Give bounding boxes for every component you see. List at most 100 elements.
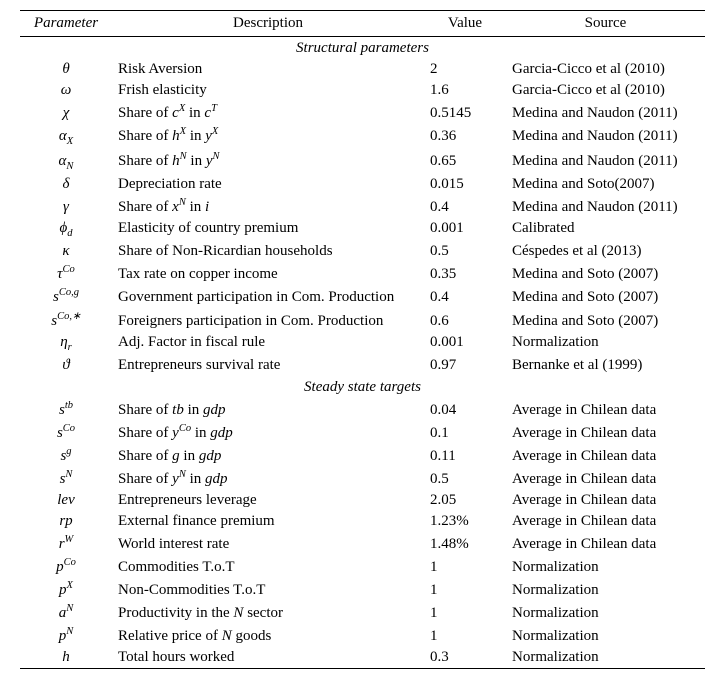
cell-desc: Tax rate on copper income <box>112 262 424 285</box>
cell-source: Normalization <box>506 601 705 624</box>
cell-value: 0.04 <box>424 398 506 421</box>
cell-value: 0.97 <box>424 355 506 376</box>
cell-value: 0.65 <box>424 149 506 174</box>
cell-param: δ <box>20 174 112 195</box>
cell-source: Normalization <box>506 624 705 647</box>
cell-source: Average in Chilean data <box>506 467 705 490</box>
cell-param: αN <box>20 149 112 174</box>
cell-param: aN <box>20 601 112 624</box>
cell-param: pX <box>20 578 112 601</box>
cell-source: Medina and Naudon (2011) <box>506 195 705 218</box>
cell-param: sCo <box>20 421 112 444</box>
cell-param: sg <box>20 444 112 467</box>
cell-desc: Share of Non-Ricardian households <box>112 241 424 262</box>
table-row: τCoTax rate on copper income0.35Medina a… <box>20 262 705 285</box>
cell-source: Céspedes et al (2013) <box>506 241 705 262</box>
cell-param: ϕd <box>20 218 112 241</box>
cell-param: ω <box>20 80 112 101</box>
cell-value: 2 <box>424 59 506 80</box>
table-row: ηrAdj. Factor in fiscal rule0.001Normali… <box>20 332 705 355</box>
table-row: sCo,∗Foreigners participation in Com. Pr… <box>20 308 705 332</box>
cell-desc: Adj. Factor in fiscal rule <box>112 332 424 355</box>
cell-source: Garcia-Cicco et al (2010) <box>506 59 705 80</box>
cell-source: Medina and Naudon (2011) <box>506 124 705 149</box>
cell-source: Average in Chilean data <box>506 421 705 444</box>
cell-desc: Frish elasticity <box>112 80 424 101</box>
cell-value: 0.5145 <box>424 101 506 124</box>
cell-source: Garcia-Cicco et al (2010) <box>506 80 705 101</box>
cell-value: 0.35 <box>424 262 506 285</box>
cell-desc: Entrepreneurs leverage <box>112 490 424 511</box>
cell-desc: Non-Commodities T.o.T <box>112 578 424 601</box>
cell-value: 0.6 <box>424 308 506 332</box>
table-row: pXNon-Commodities T.o.T1Normalization <box>20 578 705 601</box>
cell-param: αX <box>20 124 112 149</box>
table-row: rpExternal finance premium1.23%Average i… <box>20 511 705 532</box>
table-row: κShare of Non-Ricardian households0.5Cés… <box>20 241 705 262</box>
header-value: Value <box>424 11 506 37</box>
cell-desc: Share of xN in i <box>112 195 424 218</box>
cell-value: 1.23% <box>424 511 506 532</box>
table-row: aNProductivity in the N sector1Normaliza… <box>20 601 705 624</box>
table-row: sCo,gGovernment participation in Com. Pr… <box>20 285 705 308</box>
cell-desc: Entrepreneurs survival rate <box>112 355 424 376</box>
section-title: Structural parameters <box>20 37 705 60</box>
table-row: sCoShare of yCo in gdp0.1Average in Chil… <box>20 421 705 444</box>
cell-value: 0.5 <box>424 467 506 490</box>
cell-value: 0.001 <box>424 332 506 355</box>
cell-value: 0.001 <box>424 218 506 241</box>
table-row: stbShare of tb in gdp0.04Average in Chil… <box>20 398 705 421</box>
cell-param: h <box>20 647 112 669</box>
cell-desc: External finance premium <box>112 511 424 532</box>
cell-desc: Depreciation rate <box>112 174 424 195</box>
cell-source: Medina and Soto (2007) <box>506 308 705 332</box>
cell-value: 1 <box>424 624 506 647</box>
cell-source: Normalization <box>506 332 705 355</box>
table-row: sgShare of g in gdp0.11Average in Chilea… <box>20 444 705 467</box>
header-desc: Description <box>112 11 424 37</box>
cell-source: Medina and Soto(2007) <box>506 174 705 195</box>
cell-source: Medina and Naudon (2011) <box>506 101 705 124</box>
cell-param: ϑ <box>20 355 112 376</box>
table-row: ϕdElasticity of country premium0.001Cali… <box>20 218 705 241</box>
cell-value: 0.3 <box>424 647 506 669</box>
table-row: γShare of xN in i0.4Medina and Naudon (2… <box>20 195 705 218</box>
cell-value: 0.1 <box>424 421 506 444</box>
cell-desc: Share of hX in yX <box>112 124 424 149</box>
table-row: θRisk Aversion2Garcia-Cicco et al (2010) <box>20 59 705 80</box>
cell-value: 0.11 <box>424 444 506 467</box>
table-row: αXShare of hX in yX0.36Medina and Naudon… <box>20 124 705 149</box>
cell-source: Normalization <box>506 647 705 669</box>
cell-param: χ <box>20 101 112 124</box>
cell-desc: Total hours worked <box>112 647 424 669</box>
header-source: Source <box>506 11 705 37</box>
cell-source: Medina and Soto (2007) <box>506 285 705 308</box>
cell-desc: Share of g in gdp <box>112 444 424 467</box>
cell-value: 1.48% <box>424 532 506 555</box>
cell-desc: Share of hN in yN <box>112 149 424 174</box>
header-param: Parameter <box>20 11 112 37</box>
cell-value: 0.4 <box>424 285 506 308</box>
table-row: ϑEntrepreneurs survival rate0.97Bernanke… <box>20 355 705 376</box>
cell-desc: Share of yN in gdp <box>112 467 424 490</box>
table-row: rWWorld interest rate1.48%Average in Chi… <box>20 532 705 555</box>
cell-value: 1 <box>424 555 506 578</box>
cell-source: Average in Chilean data <box>506 444 705 467</box>
header-row: Parameter Description Value Source <box>20 11 705 37</box>
cell-value: 1 <box>424 578 506 601</box>
cell-source: Average in Chilean data <box>506 490 705 511</box>
cell-param: τCo <box>20 262 112 285</box>
cell-source: Normalization <box>506 578 705 601</box>
cell-desc: Share of yCo in gdp <box>112 421 424 444</box>
cell-source: Average in Chilean data <box>506 398 705 421</box>
cell-desc: Share of cX in cT <box>112 101 424 124</box>
cell-source: Average in Chilean data <box>506 511 705 532</box>
cell-desc: Risk Aversion <box>112 59 424 80</box>
cell-param: rW <box>20 532 112 555</box>
section-title: Steady state targets <box>20 376 705 398</box>
cell-param: sCo,g <box>20 285 112 308</box>
cell-param: sCo,∗ <box>20 308 112 332</box>
table-row: δDepreciation rate0.015Medina and Soto(2… <box>20 174 705 195</box>
cell-value: 2.05 <box>424 490 506 511</box>
table-row: levEntrepreneurs leverage2.05Average in … <box>20 490 705 511</box>
